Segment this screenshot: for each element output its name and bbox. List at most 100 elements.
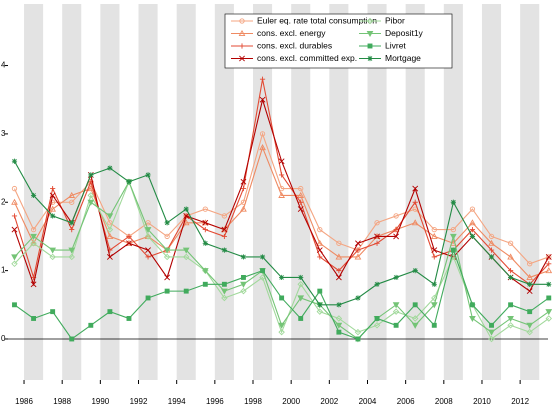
x-tick-label: 2000 [282, 397, 300, 406]
marker [240, 281, 247, 288]
marker [366, 17, 374, 25]
marker [297, 295, 305, 302]
series-line [13, 145, 549, 279]
marker [335, 274, 342, 281]
marker [450, 226, 457, 233]
marker [335, 315, 343, 322]
marker [259, 131, 266, 137]
marker [278, 191, 285, 198]
marker [240, 178, 247, 185]
x-tick-label: 2004 [359, 397, 377, 406]
marker [527, 281, 533, 287]
x-tick-label: 1998 [244, 397, 262, 406]
marker [430, 232, 438, 239]
legend-label: Mortgage [385, 53, 421, 63]
marker [336, 329, 342, 335]
marker [221, 281, 227, 287]
marker [164, 233, 170, 240]
series-line [13, 79, 550, 286]
marker [317, 288, 323, 294]
marker [411, 219, 419, 226]
marker [106, 254, 113, 260]
marker [126, 233, 132, 240]
marker [545, 267, 552, 274]
marker [431, 322, 437, 328]
marker [507, 315, 514, 322]
legend-label: Livret [385, 40, 406, 50]
marker [221, 213, 228, 219]
marker [507, 322, 514, 329]
legend: Euler eq. rate total consumption cons. ex… [224, 13, 453, 69]
x-tick-label: 2010 [473, 397, 491, 406]
marker [297, 206, 304, 213]
marker [241, 275, 246, 280]
x-tick-label: 1994 [168, 397, 186, 406]
marker [279, 295, 285, 301]
marker [49, 192, 56, 199]
marker [278, 322, 285, 329]
legend-label: Euler eq. rate total consumption [257, 15, 377, 25]
marker [508, 268, 514, 274]
year-band [367, 4, 387, 380]
year-band [329, 4, 349, 380]
legend-label: Pibor [385, 15, 405, 25]
marker [297, 191, 305, 198]
marker [50, 199, 56, 205]
marker [106, 213, 114, 220]
marker [546, 295, 552, 301]
marker [393, 322, 399, 328]
year-band [100, 4, 120, 380]
marker [259, 76, 266, 82]
marker [50, 213, 56, 219]
x-tick-label: 2006 [397, 397, 415, 406]
x-tick-label: 1988 [53, 397, 71, 406]
marker [367, 55, 373, 62]
marker [68, 253, 75, 261]
y-tick-label: 4 [1, 61, 6, 70]
marker [30, 233, 37, 240]
marker [11, 260, 18, 268]
x-tick-label: 1992 [130, 397, 148, 406]
marker [546, 254, 552, 260]
marker [393, 233, 400, 240]
marker [11, 213, 18, 219]
year-band [443, 4, 463, 380]
marker [50, 309, 56, 315]
marker [144, 227, 152, 234]
marker [221, 288, 228, 295]
marker [163, 247, 171, 254]
marker [164, 288, 170, 294]
marker [30, 192, 37, 199]
marker [488, 335, 495, 343]
marker [469, 219, 476, 226]
marker [164, 274, 171, 281]
y-tick-label: 0 [1, 334, 6, 343]
marker [374, 240, 380, 246]
marker [69, 227, 75, 233]
marker [50, 185, 56, 192]
marker [488, 254, 495, 260]
marker [412, 185, 419, 192]
year-band [253, 4, 273, 380]
marker [469, 227, 476, 233]
marker [202, 240, 208, 246]
marker [336, 302, 342, 308]
marker [297, 281, 304, 288]
marker [374, 281, 380, 287]
marker [545, 315, 552, 322]
marker [182, 247, 190, 254]
marker [373, 322, 381, 329]
marker [546, 261, 552, 267]
marker [126, 240, 132, 247]
marker [182, 253, 190, 261]
marker [527, 309, 533, 315]
marker [145, 295, 151, 301]
marker [545, 254, 552, 260]
marker [11, 185, 18, 192]
marker [240, 185, 247, 192]
x-tick-label: 2002 [320, 397, 338, 406]
marker [354, 253, 362, 260]
marker [69, 220, 75, 226]
marker [316, 239, 324, 246]
x-tick-label: 1996 [206, 397, 224, 406]
